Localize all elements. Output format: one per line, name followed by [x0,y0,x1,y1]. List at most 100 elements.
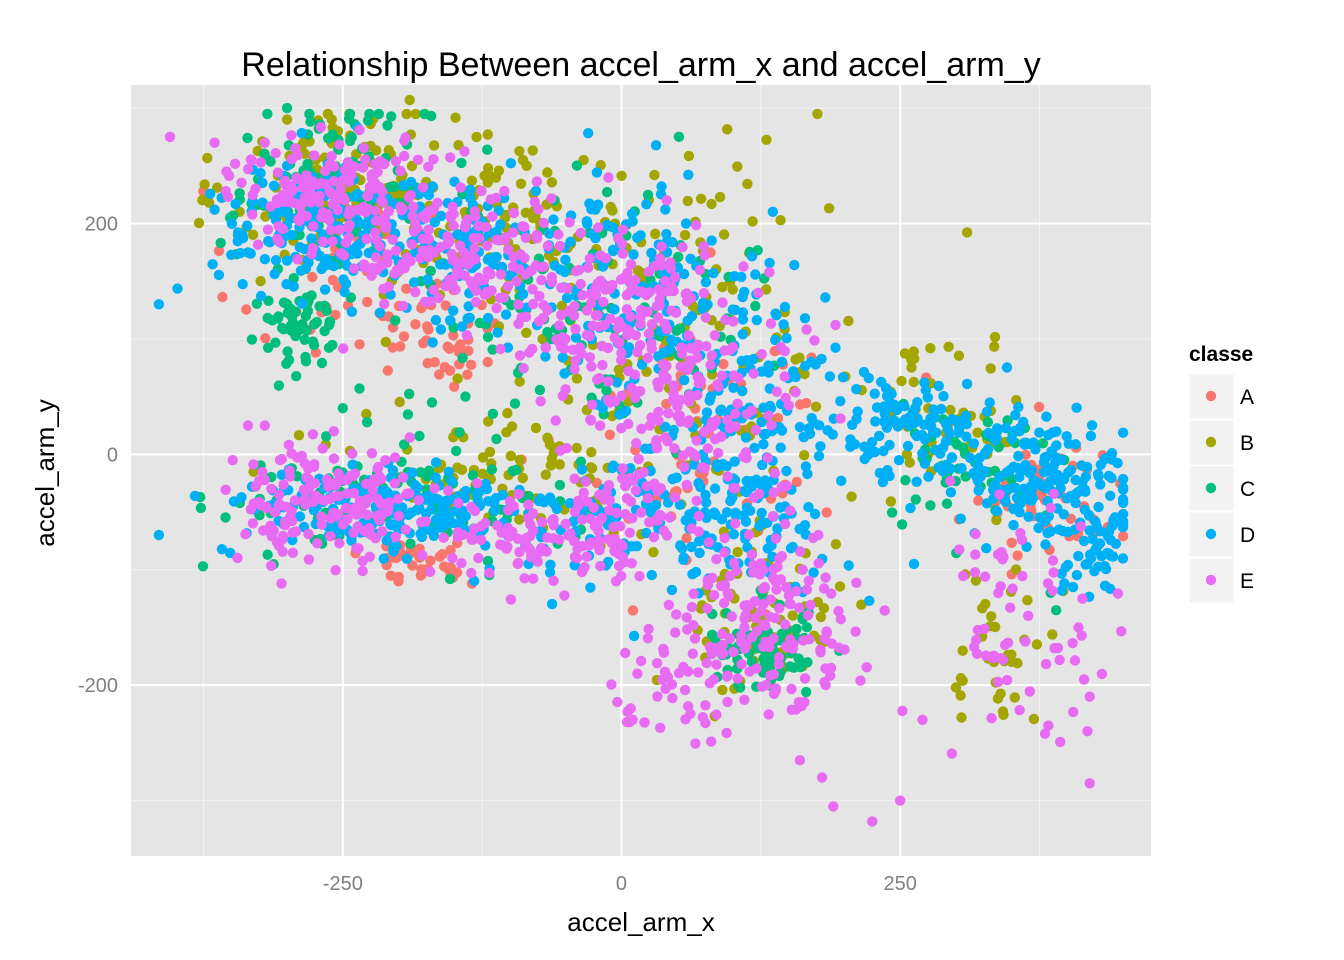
point-class-e [1040,658,1052,670]
point-class-c [788,662,799,673]
point-class-e [390,156,402,167]
point-class-e [1047,555,1059,566]
point-class-a [462,369,473,380]
point-class-e [613,232,624,244]
point-class-e [779,619,791,630]
point-class-d [448,305,459,316]
point-class-e [598,296,609,308]
point-class-c [282,346,293,357]
legend-key-b [1205,436,1217,448]
point-class-a [425,555,436,566]
point-class-c [390,315,401,326]
point-class-b [483,416,494,427]
point-class-e [637,287,648,298]
point-class-c [601,385,612,396]
point-class-d [938,391,949,402]
point-class-d [930,444,941,456]
point-class-d [1099,580,1111,591]
point-class-b [456,464,468,475]
point-class-e [625,259,637,270]
point-class-e [634,571,645,582]
point-class-d [591,167,603,178]
point-class-b [943,341,954,352]
point-class-e [798,635,809,646]
point-class-d [482,312,494,324]
point-class-e [662,436,673,447]
point-class-d [1062,559,1074,571]
point-class-d [933,380,944,392]
point-class-e [473,220,484,232]
point-class-e [994,489,1005,500]
point-class-e [1017,570,1028,582]
point-class-d [296,127,307,139]
point-class-e [550,415,561,426]
point-class-d [756,507,767,519]
point-class-d [737,385,748,397]
point-class-b [896,375,907,387]
point-class-e [272,167,284,178]
point-class-d [172,283,183,294]
point-class-d [701,407,713,418]
point-class-e [617,540,628,552]
point-class-d [269,268,280,280]
point-class-e [691,220,702,231]
point-class-b [906,362,917,373]
point-class-c [925,500,936,511]
point-class-e [635,655,647,667]
point-class-d [488,259,499,270]
point-class-a [1006,537,1017,548]
point-class-b [248,466,259,477]
point-class-d [1092,468,1104,480]
y-tick-label: 200 [85,214,118,236]
point-class-d [1070,439,1081,450]
point-class-d [489,505,500,516]
point-class-d [1058,509,1070,520]
point-class-d [576,464,588,475]
point-class-e [554,320,565,331]
point-class-e [395,165,406,177]
point-class-e [481,240,493,251]
point-class-c [642,189,654,201]
point-class-d [430,457,442,468]
point-class-e [969,567,981,578]
point-class-e [362,190,373,202]
point-class-c [486,464,498,475]
point-class-d [837,372,849,383]
point-class-d [452,229,463,240]
point-class-e [1007,583,1018,594]
point-class-d [803,501,814,513]
point-class-e [299,173,311,184]
point-class-e [744,666,755,677]
point-class-e [629,369,641,380]
point-class-e [632,668,643,679]
x-axis-title: accel_arm_x [567,907,714,937]
point-class-d [286,229,297,241]
point-class-b [482,177,493,188]
point-class-d [646,569,657,581]
point-class-c [487,408,499,419]
point-class-e [587,399,598,410]
point-class-c [299,334,310,345]
point-class-d [994,472,1005,483]
point-class-e [381,220,392,231]
point-class-e [425,296,436,307]
point-class-d [1030,444,1041,455]
point-class-e [556,309,567,321]
point-class-d [623,342,635,353]
point-class-e [783,400,794,411]
point-class-c [801,686,812,698]
point-class-d [902,440,914,452]
y-tick-label: 0 [107,444,118,466]
point-class-e [682,417,694,429]
point-class-d [631,541,643,552]
point-class-e [429,483,440,494]
point-class-e [504,496,516,507]
point-class-e [503,505,514,516]
point-class-e [711,709,722,720]
point-class-b [986,611,997,622]
point-class-e [379,298,390,310]
point-class-e [586,361,597,372]
point-class-e [646,338,657,349]
point-class-d [757,459,768,471]
point-class-d [297,298,308,309]
